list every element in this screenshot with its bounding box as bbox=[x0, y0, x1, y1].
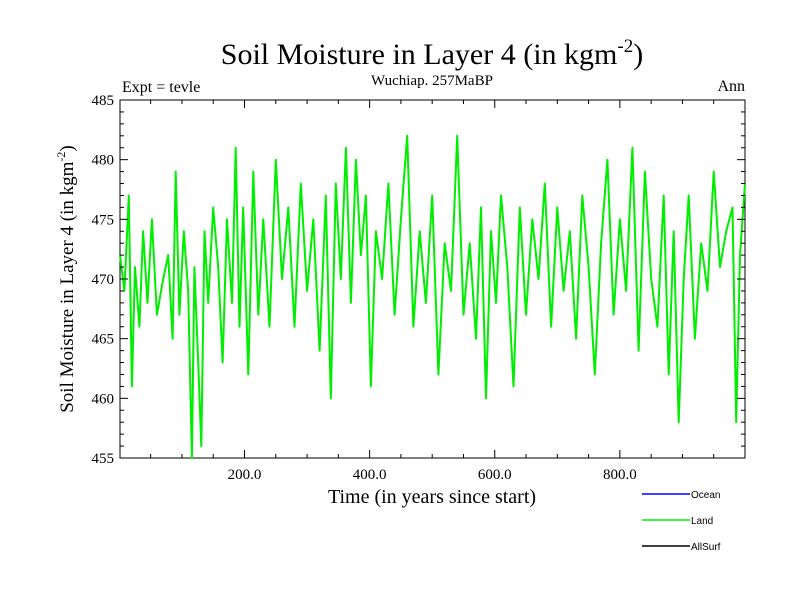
y-axis-ticks: 455 460 465 470 475 480 485 bbox=[92, 93, 745, 467]
y-tick-label: 475 bbox=[92, 212, 115, 228]
x-tick-label: 200.0 bbox=[228, 467, 262, 483]
legend-label-ocean: Ocean bbox=[691, 490, 720, 501]
legend-label-allsurf: AllSurf bbox=[691, 542, 721, 553]
subtitle-left: Expt = tevle bbox=[122, 79, 200, 96]
y-axis-title: Soil Moisture in Layer 4 (in kgm-2) bbox=[54, 145, 78, 413]
y-tick-label: 485 bbox=[92, 93, 115, 109]
chart-title: Soil Moisture in Layer 4 (in kgm-2) bbox=[221, 36, 643, 71]
legend-label-land: Land bbox=[691, 516, 713, 527]
y-tick-label: 460 bbox=[92, 391, 115, 407]
land-series-line bbox=[119, 134, 746, 459]
y-tick-label: 455 bbox=[92, 451, 115, 467]
x-axis-title: Time (in years since start) bbox=[328, 486, 536, 508]
legend-entry-allsurf: AllSurf bbox=[642, 542, 721, 553]
y-tick-label: 480 bbox=[92, 153, 115, 169]
x-axis-ticks: 200.0 400.0 600.0 800.0 bbox=[150, 100, 715, 483]
legend-entry-land: Land bbox=[642, 516, 713, 527]
subtitle-right: Ann bbox=[717, 78, 745, 95]
y-tick-label: 465 bbox=[92, 332, 115, 348]
y-tick-label: 470 bbox=[92, 272, 115, 288]
x-tick-label: 400.0 bbox=[353, 467, 387, 483]
legend-entry-ocean: Ocean bbox=[642, 490, 720, 501]
legend: Ocean Land AllSurf bbox=[642, 490, 721, 553]
x-tick-label: 600.0 bbox=[478, 467, 512, 483]
subtitle-center: Wuchiap. 257MaBP bbox=[371, 73, 493, 89]
x-tick-label: 800.0 bbox=[603, 467, 637, 483]
